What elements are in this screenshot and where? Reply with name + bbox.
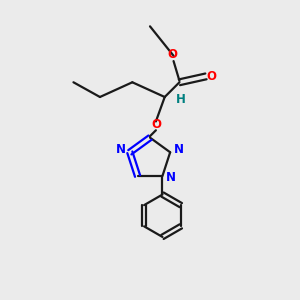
Text: O: O [167, 48, 177, 61]
Text: N: N [166, 171, 176, 184]
Text: H: H [176, 93, 186, 106]
Text: O: O [151, 118, 161, 131]
Text: N: N [174, 143, 184, 156]
Text: O: O [207, 70, 217, 83]
Text: N: N [116, 143, 126, 156]
